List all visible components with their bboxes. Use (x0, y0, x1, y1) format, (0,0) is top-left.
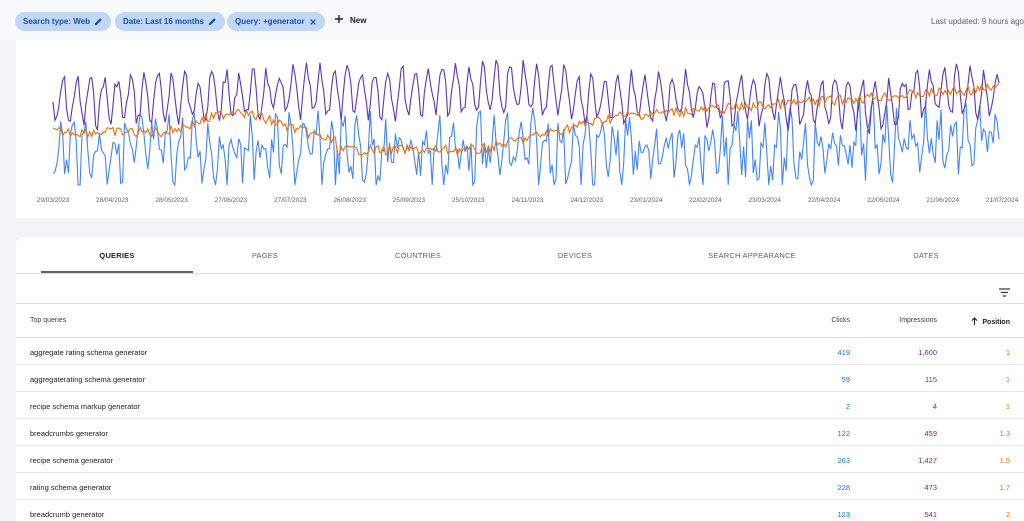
chart-svg: 29/03/2023 28/04/2023 28/05/2023 27/06/2023… (37, 59, 1019, 204)
x-tick-label: 27/07/2023 (274, 197, 307, 204)
query-cell: aggregaterating schema generator (30, 375, 146, 384)
date-chip[interactable]: Date: Last 16 months (115, 12, 225, 31)
filter-icon[interactable] (999, 284, 1010, 302)
tab-countries[interactable]: COUNTRIES (395, 251, 441, 260)
impressions-cell: 459 (924, 429, 937, 438)
impressions-series-line (52, 59, 1000, 134)
table-filter-row (16, 274, 1024, 304)
impressions-cell: 4 (932, 402, 937, 411)
x-tick-label: 22/04/2024 (808, 197, 841, 204)
table-row[interactable]: recipe schema generator 263 1,427 1.5 (16, 446, 1024, 473)
plus-icon (334, 14, 344, 26)
x-tick-label: 24/11/2023 (511, 197, 543, 204)
report-tabs: QUERIES PAGES COUNTRIES DEVICES SEARCH A… (16, 237, 1024, 274)
header-top-queries[interactable]: Top queries (30, 317, 67, 324)
chip-label: Query: +generator (235, 17, 305, 26)
query-cell: recipe schema generator (30, 456, 113, 465)
clicks-cell: 123 (837, 510, 850, 519)
impressions-cell: 541 (924, 510, 937, 519)
x-tick-label: 28/04/2023 (96, 197, 129, 204)
clicks-cell: 263 (837, 456, 850, 465)
x-tick-label: 28/05/2023 (155, 197, 188, 204)
position-cell: 1.3 (999, 429, 1010, 438)
performance-chart: 29/03/2023 28/04/2023 28/05/2023 27/06/2023… (16, 40, 1024, 218)
table-row[interactable]: breadcrumbs generator 122 459 1.3 (16, 419, 1024, 446)
clicks-cell: 228 (837, 483, 850, 492)
x-tick-label: 25/09/2023 (393, 197, 426, 204)
x-tick-label: 22/02/2024 (689, 197, 722, 204)
tab-queries[interactable]: QUERIES (99, 251, 135, 260)
report-table-card: QUERIES PAGES COUNTRIES DEVICES SEARCH A… (16, 237, 1024, 521)
clicks-cell: 59 (841, 375, 850, 384)
table-row[interactable]: aggregaterating schema generator 59 115 … (16, 365, 1024, 392)
query-cell: recipe schema markup generator (30, 402, 141, 411)
x-tick-label: 24/12/2023 (571, 197, 604, 204)
clicks-cell: 419 (837, 348, 850, 357)
new-label: New (350, 15, 367, 25)
x-tick-label: 25/10/2023 (452, 197, 485, 204)
impressions-cell: 473 (924, 483, 937, 492)
header-impressions[interactable]: Impressions (899, 317, 937, 324)
clicks-series-line (52, 100, 1000, 187)
filter-bar: Search type: Web Date: Last 16 months Qu… (0, 0, 1024, 40)
header-position[interactable]: Position (971, 317, 1010, 327)
table-row[interactable]: rating schema generator 228 473 1.7 (16, 473, 1024, 500)
position-cell: 2 (1005, 510, 1010, 519)
pencil-icon[interactable] (94, 17, 103, 26)
tab-search-appearance[interactable]: SEARCH APPEARANCE (708, 251, 796, 260)
search-type-chip[interactable]: Search type: Web (15, 12, 111, 31)
position-cell: 1.5 (999, 456, 1010, 465)
query-chip[interactable]: Query: +generator (227, 12, 325, 31)
x-tick-label: 26/08/2023 (333, 197, 366, 204)
x-tick-label: 23/03/2024 (749, 197, 782, 204)
position-cell: 1 (1005, 402, 1010, 411)
tab-pages[interactable]: PAGES (251, 251, 279, 260)
header-clicks[interactable]: Clicks (831, 317, 850, 324)
pencil-icon[interactable] (208, 17, 217, 26)
active-tab-indicator (41, 271, 193, 273)
x-tick-label: 22/05/2024 (867, 197, 900, 204)
last-updated-text: Last updated: 9 hours ago (931, 17, 1024, 26)
table-row[interactable]: breadcrumb generator 123 541 2 (16, 500, 1024, 521)
impressions-cell: 115 (925, 375, 937, 384)
x-tick-label: 21/07/2024 (986, 197, 1019, 204)
position-cell: 1 (1005, 375, 1010, 384)
x-tick-label: 23/01/2024 (630, 197, 663, 204)
close-icon[interactable] (309, 18, 317, 26)
impressions-cell: 1,427 (918, 456, 937, 465)
query-cell: aggregate rating schema generator (30, 348, 148, 357)
tab-devices[interactable]: DEVICES (557, 251, 593, 260)
chip-label: Search type: Web (23, 17, 90, 26)
tab-dates[interactable]: DATES (913, 251, 939, 260)
position-cell: 1 (1005, 348, 1010, 357)
new-filter-button[interactable]: New (334, 14, 366, 26)
query-cell: breadcrumb generator (30, 510, 105, 519)
x-tick-label: 29/03/2023 (37, 197, 70, 204)
query-cell: breadcrumbs generator (30, 429, 108, 438)
position-series-line (52, 82, 1000, 157)
clicks-cell: 122 (837, 429, 850, 438)
position-cell: 1.7 (999, 483, 1010, 492)
x-tick-label: 21/06/2024 (926, 197, 959, 204)
sort-arrow-up-icon (971, 317, 978, 327)
table-row[interactable]: recipe schema markup generator 2 4 1 (16, 392, 1024, 419)
chip-label: Date: Last 16 months (123, 17, 204, 26)
header-position-label: Position (982, 318, 1010, 326)
impressions-cell: 1,600 (918, 348, 937, 357)
x-tick-label: 27/06/2023 (215, 197, 248, 204)
table-row[interactable]: aggregate rating schema generator 419 1,… (16, 338, 1024, 365)
table-header: Top queries Clicks Impressions Position (16, 304, 1024, 338)
query-cell: rating schema generator (30, 483, 112, 492)
clicks-cell: 2 (845, 402, 850, 411)
